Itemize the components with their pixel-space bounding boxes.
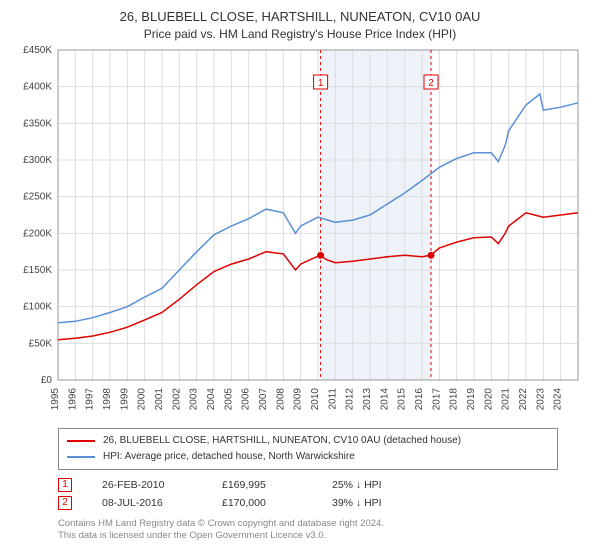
footer-line1: Contains HM Land Registry data © Crown c…: [58, 518, 588, 530]
svg-text:£400K: £400K: [23, 81, 52, 92]
svg-text:2006: 2006: [241, 387, 252, 410]
svg-text:£50K: £50K: [29, 338, 53, 349]
sales-row-2: 2 08-JUL-2016 £170,000 39% ↓ HPI: [58, 494, 588, 512]
sale-marker-2: 2: [58, 496, 72, 510]
svg-text:1997: 1997: [85, 387, 96, 410]
sale-price-1: £169,995: [222, 479, 302, 491]
sale-delta-2: 39% ↓ HPI: [332, 497, 382, 509]
svg-text:2015: 2015: [397, 387, 408, 410]
svg-text:2013: 2013: [362, 387, 373, 410]
svg-text:1998: 1998: [102, 387, 113, 410]
chart-title-block: 26, BLUEBELL CLOSE, HARTSHILL, NUNEATON,…: [12, 8, 588, 42]
svg-text:2005: 2005: [223, 387, 234, 410]
svg-text:2003: 2003: [189, 387, 200, 410]
svg-text:£250K: £250K: [23, 191, 52, 202]
sale-date-2: 08-JUL-2016: [102, 497, 192, 509]
footer: Contains HM Land Registry data © Crown c…: [58, 518, 588, 543]
svg-text:2009: 2009: [293, 387, 304, 410]
legend-swatch-hpi: [67, 456, 95, 458]
footer-line2: This data is licensed under the Open Gov…: [58, 530, 588, 542]
svg-text:2011: 2011: [327, 387, 338, 409]
svg-text:2001: 2001: [154, 387, 165, 410]
svg-text:2007: 2007: [258, 387, 269, 410]
svg-text:2008: 2008: [275, 387, 286, 410]
svg-text:2019: 2019: [466, 387, 477, 410]
svg-text:1999: 1999: [119, 387, 130, 410]
svg-text:£150K: £150K: [23, 265, 52, 276]
svg-text:£450K: £450K: [23, 46, 52, 56]
svg-text:2002: 2002: [171, 387, 182, 410]
legend-label-hpi: HPI: Average price, detached house, Nort…: [103, 451, 355, 462]
svg-text:£0: £0: [41, 375, 53, 386]
svg-text:1995: 1995: [50, 387, 61, 410]
svg-text:2020: 2020: [483, 387, 494, 410]
svg-text:2024: 2024: [553, 387, 564, 410]
svg-text:£300K: £300K: [23, 155, 52, 166]
chart-title-line1: 26, BLUEBELL CLOSE, HARTSHILL, NUNEATON,…: [12, 8, 588, 26]
legend-label-property: 26, BLUEBELL CLOSE, HARTSHILL, NUNEATON,…: [103, 435, 461, 446]
svg-text:£350K: £350K: [23, 118, 52, 129]
svg-text:2021: 2021: [501, 387, 512, 410]
svg-text:2022: 2022: [518, 387, 529, 410]
svg-text:2012: 2012: [345, 387, 356, 410]
sales-table: 1 26-FEB-2010 £169,995 25% ↓ HPI 2 08-JU…: [58, 476, 588, 512]
svg-text:2016: 2016: [414, 387, 425, 410]
svg-text:2010: 2010: [310, 387, 321, 410]
legend-swatch-property: [67, 440, 95, 442]
sale-date-1: 26-FEB-2010: [102, 479, 192, 491]
svg-text:2: 2: [428, 78, 434, 89]
svg-text:2004: 2004: [206, 387, 217, 410]
svg-text:£200K: £200K: [23, 228, 52, 239]
svg-text:2023: 2023: [535, 387, 546, 410]
legend-row-hpi: HPI: Average price, detached house, Nort…: [67, 449, 549, 465]
svg-text:2018: 2018: [449, 387, 460, 410]
svg-text:2014: 2014: [379, 387, 390, 410]
svg-text:2017: 2017: [431, 387, 442, 410]
sale-marker-1: 1: [58, 478, 72, 492]
chart-svg: £0 £50K £100K £150K £200K £250K £300K £350K £400…: [12, 46, 588, 422]
sale-price-2: £170,000: [222, 497, 302, 509]
sale-delta-1: 25% ↓ HPI: [332, 479, 382, 491]
chart-area: £0 £50K £100K £150K £200K £250K £300K £350K £400…: [12, 46, 588, 422]
sales-row-1: 1 26-FEB-2010 £169,995 25% ↓ HPI: [58, 476, 588, 494]
svg-text:2000: 2000: [137, 387, 148, 410]
legend-box: 26, BLUEBELL CLOSE, HARTSHILL, NUNEATON,…: [58, 428, 558, 470]
chart-title-line2: Price paid vs. HM Land Registry's House …: [12, 26, 588, 42]
legend-row-property: 26, BLUEBELL CLOSE, HARTSHILL, NUNEATON,…: [67, 433, 549, 449]
svg-text:1: 1: [318, 78, 324, 89]
svg-text:£100K: £100K: [23, 301, 52, 312]
svg-text:1996: 1996: [67, 387, 78, 410]
